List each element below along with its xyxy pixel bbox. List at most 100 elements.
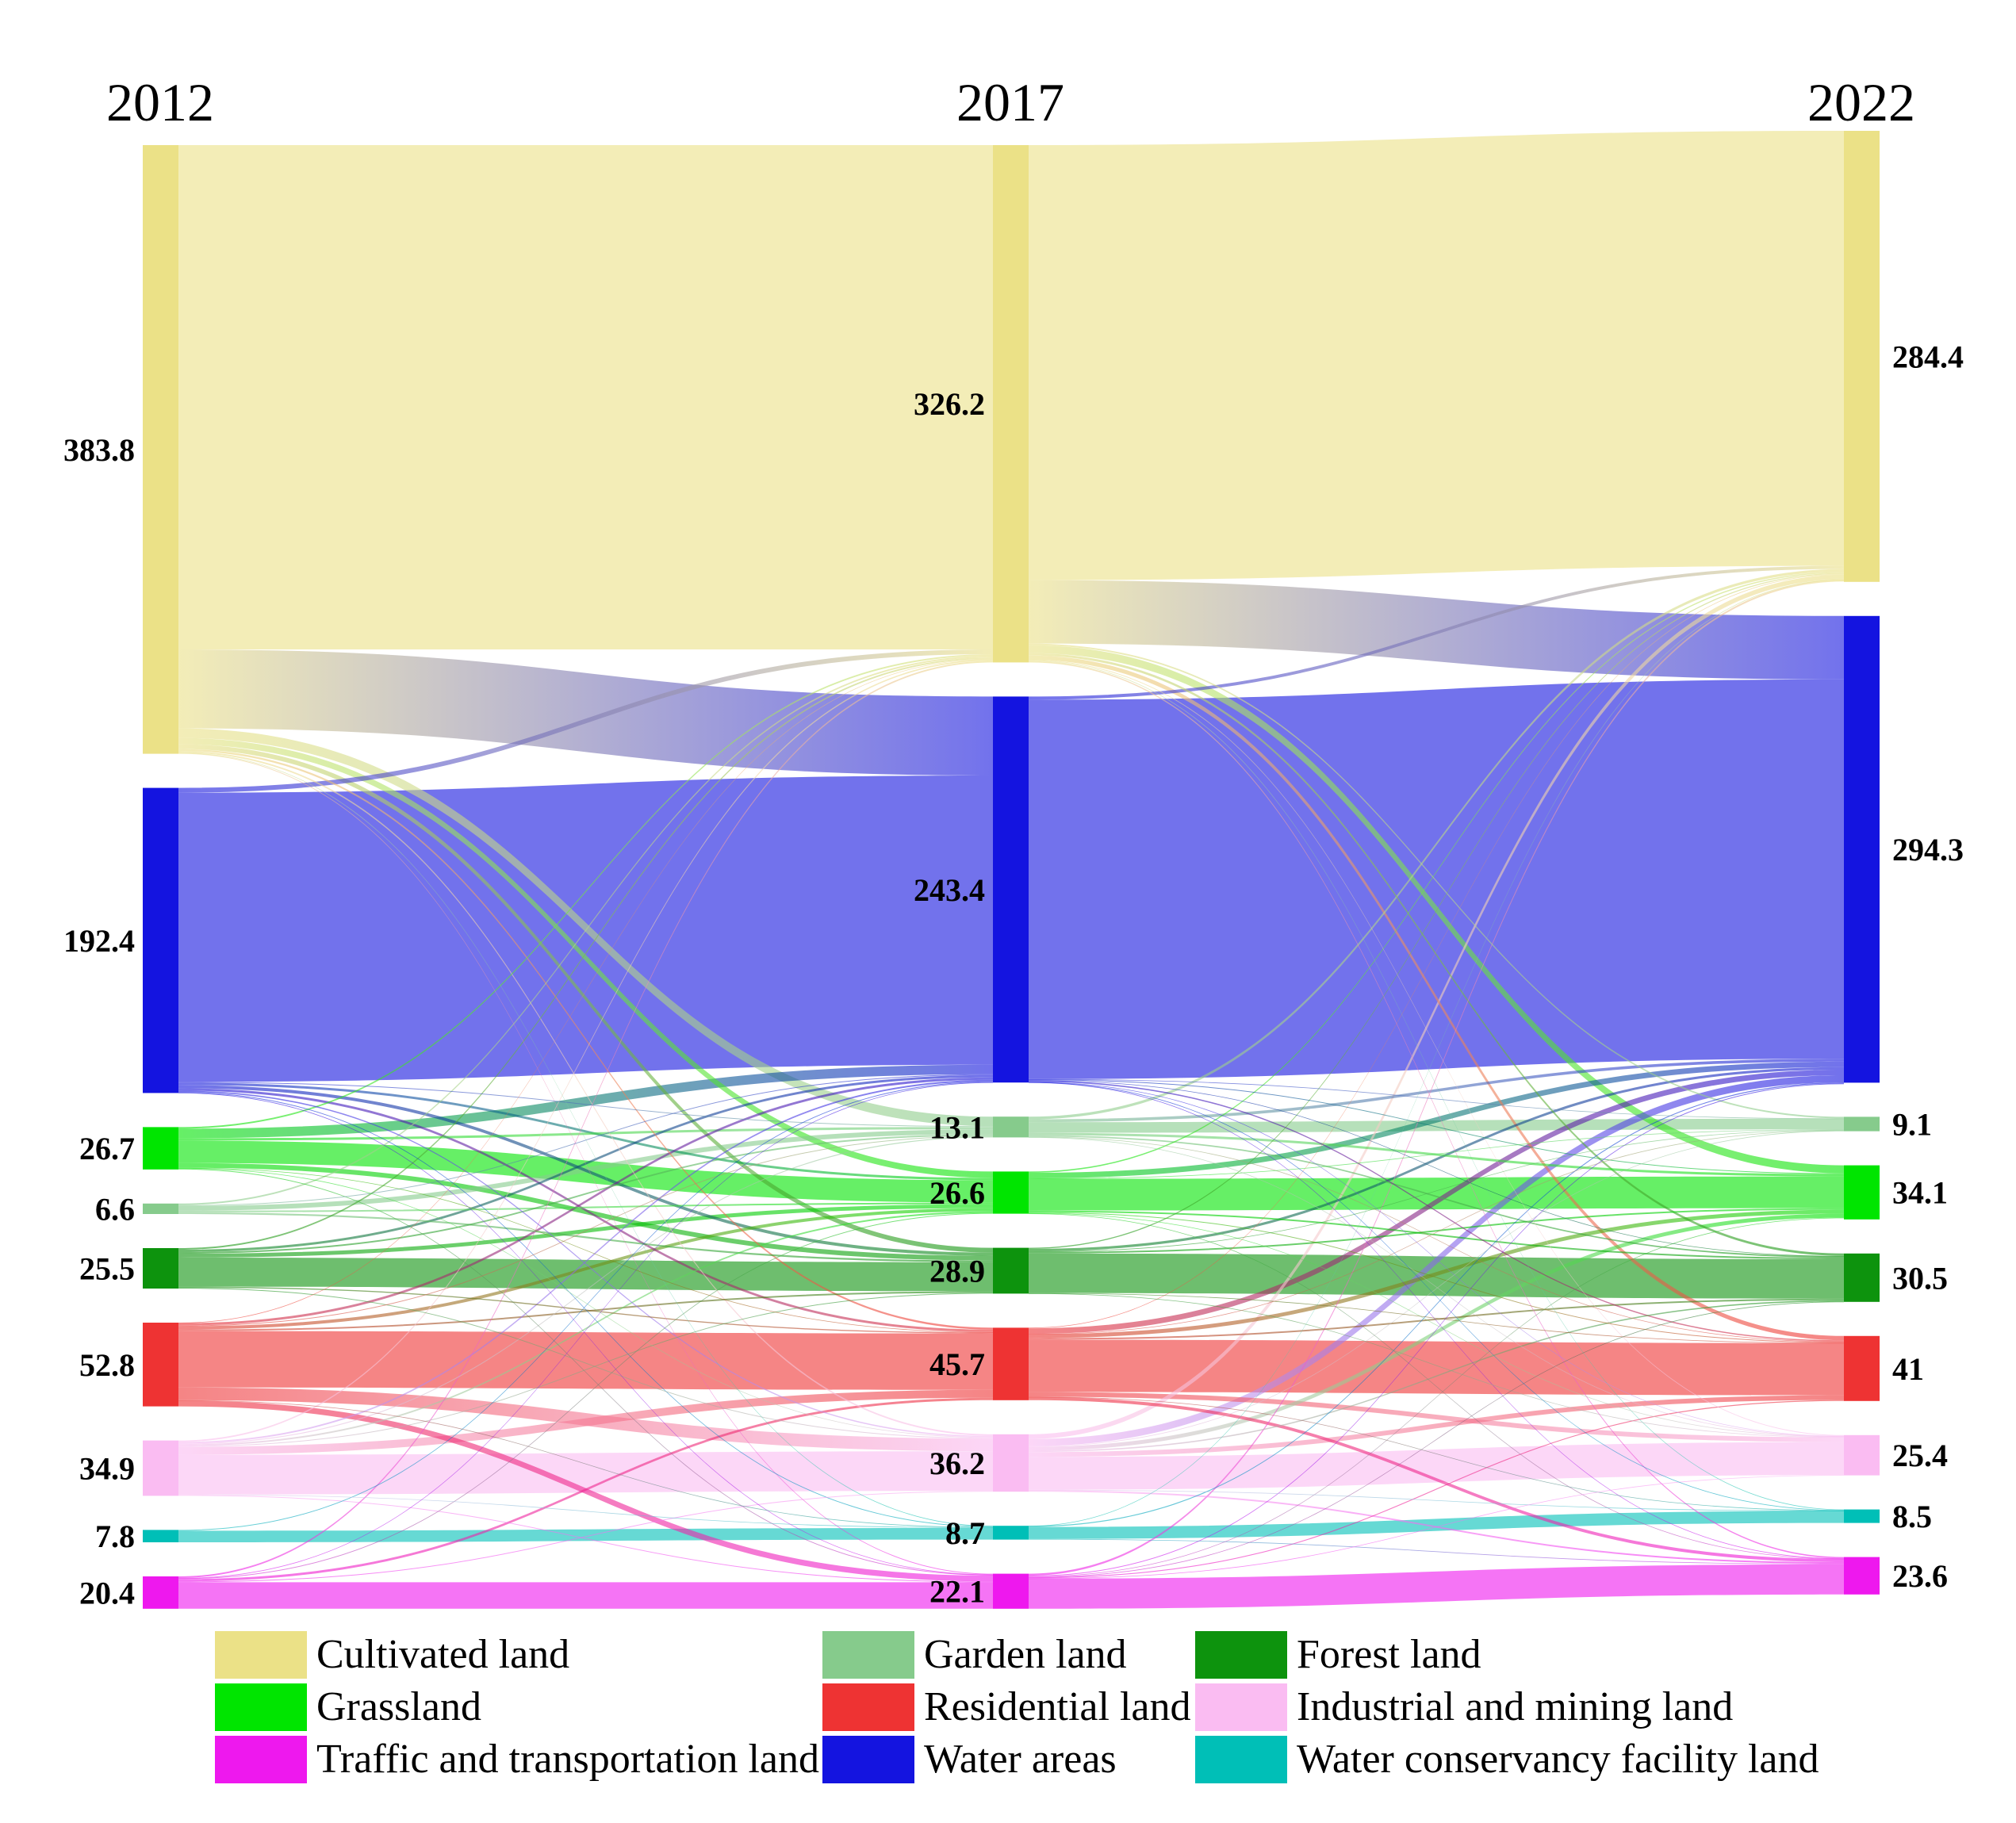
flow-2017-2022-RES-to-CUL (1029, 574, 1844, 1329)
flow-2012-2017-GAR-to-CUL (178, 656, 993, 1205)
node-2012-forest-land (143, 1248, 178, 1289)
flow-2012-2017-CUL-to-WCF (178, 753, 993, 1526)
flow-2017-2022-WCF-to-TRA (1029, 1538, 1844, 1564)
node-value-2017-grassland: 26.6 (929, 1175, 985, 1211)
flow-2017-2022-TRA-to-WAT (1029, 1083, 1844, 1576)
flow-2017-2022-WAT-to-WCF (1029, 1082, 1844, 1511)
flow-2012-2017-IND-to-WAT (178, 1079, 993, 1444)
flow-2012-2017-TRA-to-TRA (178, 1582, 993, 1609)
node-value-2022-industrial-and-mining-land: 25.4 (1892, 1438, 1948, 1473)
flow-2012-2017-CUL-to-IND (178, 751, 993, 1436)
node-2022-traffic-and-transportation-land (1844, 1557, 1880, 1595)
flow-ribbons (178, 131, 1844, 1609)
legend: Cultivated land Garden land Forest land … (215, 1631, 1819, 1783)
legend-label: Industrial and mining land (1297, 1684, 1733, 1729)
flow-2012-2017-IND-to-FOR (178, 1293, 993, 1447)
flow-2012-2017-RES-to-WAT (178, 1077, 993, 1326)
flow-2012-2017-TRA-to-CUL (178, 661, 993, 1578)
node-2017-cultivated-land (993, 145, 1029, 663)
node-value-2017-water-conservancy-facility-land: 8.7 (945, 1515, 985, 1551)
node-2017-forest-land (993, 1247, 1029, 1294)
legend-label: Garden land (924, 1632, 1127, 1677)
flow-2012-2017-GRA-to-TRA (178, 1168, 993, 1576)
flow-2017-2022-IND-to-FOR (1029, 1300, 1844, 1453)
node-value-2012-water-areas: 192.4 (63, 923, 135, 959)
legend-swatch-water-conservancy-facility-land (1195, 1736, 1287, 1783)
flow-2017-2022-GRA-to-FOR (1029, 1210, 1844, 1259)
node-2022-cultivated-land (1844, 131, 1880, 582)
legend-label: Grassland (316, 1684, 481, 1729)
flow-2012-2017-CUL-to-GAR (178, 728, 993, 1127)
flow-2012-2017-RES-to-GRA (178, 1208, 993, 1330)
flow-2017-2022-GAR-to-FOR (1029, 1135, 1844, 1258)
legend-item: Industrial and mining land (1195, 1683, 1733, 1731)
flow-2012-2017-RES-to-RES (178, 1331, 993, 1390)
node-2012-grassland (143, 1127, 178, 1170)
node-2022-water-conservancy-facility-land (1844, 1509, 1880, 1523)
node-2012-residential-land (143, 1323, 178, 1407)
flow-2017-2022-WAT-to-IND (1029, 1082, 1844, 1437)
flow-2012-2017-RES-to-GAR (178, 1136, 993, 1327)
flow-2017-2022-WAT-to-CUL (1029, 565, 1844, 700)
flow-2012-2017-IND-to-GRA (178, 1211, 993, 1446)
node-2017-water-areas (993, 696, 1029, 1083)
flow-2017-2022-RES-to-TRA (1029, 1396, 1844, 1562)
flow-2017-2022-CUL-to-IND (1029, 660, 1844, 1436)
flow-2017-2022-RES-to-FOR (1029, 1298, 1844, 1340)
node-2022-grassland (1844, 1165, 1880, 1220)
flow-2017-2022-CUL-to-TRA (1029, 661, 1844, 1559)
flow-2012-2017-WAT-to-TRA (178, 1093, 993, 1576)
node-value-2012-cultivated-land: 383.8 (63, 432, 135, 468)
node-2017-traffic-and-transportation-land (993, 1573, 1029, 1609)
flow-2017-2022-GRA-to-WAT (1029, 1061, 1844, 1178)
flow-2012-2017-TRA-to-IND (178, 1491, 993, 1583)
legend-label: Forest land (1297, 1632, 1481, 1677)
node-value-2022-garden-land: 9.1 (1892, 1107, 1932, 1143)
flow-2017-2022-WAT-to-FOR (1029, 1080, 1844, 1257)
flow-2017-2022-GAR-to-GRA (1029, 1132, 1844, 1177)
flow-2017-2022-GRA-to-RES (1029, 1212, 1844, 1343)
flow-2012-2017-RES-to-TRA (178, 1400, 993, 1582)
node-value-2012-garden-land: 6.6 (95, 1191, 135, 1227)
legend-label: Water areas (924, 1737, 1117, 1782)
flow-2017-2022-CUL-to-FOR (1029, 653, 1844, 1256)
flow-2017-2022-TRA-to-TRA (1029, 1564, 1844, 1609)
flow-2017-2022-WAT-to-GAR (1029, 1078, 1844, 1120)
flow-2017-2022-GAR-to-IND (1029, 1137, 1844, 1437)
node-value-2022-residential-land: 41 (1892, 1351, 1924, 1387)
flow-2017-2022-WCF-to-WAT (1029, 1082, 1844, 1527)
legend-item: Garden land (822, 1631, 1127, 1679)
flow-2012-2017-IND-to-TRA (178, 1495, 993, 1583)
flow-2017-2022-GAR-to-RES (1029, 1136, 1844, 1342)
flow-2012-2017-GRA-to-WAT (178, 1064, 993, 1139)
flow-2012-2017-IND-to-IND (178, 1451, 993, 1495)
flow-2017-2022-TRA-to-CUL (1029, 580, 1844, 1576)
flow-2012-2017-WAT-to-RES (178, 1088, 993, 1332)
node-value-2017-residential-land: 45.7 (929, 1346, 985, 1382)
flow-2012-2017-WAT-to-GAR (178, 1082, 993, 1128)
flow-2017-2022-IND-to-GRA (1029, 1213, 1844, 1451)
node-value-2012-traffic-and-transportation-land: 20.4 (79, 1575, 135, 1610)
flow-2012-2017-GAR-to-WAT (178, 1074, 993, 1206)
flow-2012-2017-GRA-to-RES (178, 1167, 993, 1333)
flow-2017-2022-FOR-to-CUL (1029, 573, 1844, 1249)
flow-2012-2017-GRA-to-CUL (178, 654, 993, 1129)
flow-2017-2022-FOR-to-GAR (1029, 1129, 1844, 1252)
node-value-2022-water-conservancy-facility-land: 8.5 (1892, 1499, 1932, 1534)
node-2012-industrial-and-mining-land (143, 1440, 178, 1496)
legend-item: Water areas (822, 1736, 1117, 1783)
flow-2017-2022-RES-to-WAT (1029, 1070, 1844, 1335)
flow-2017-2022-CUL-to-GAR (1029, 643, 1844, 1119)
node-bars (143, 131, 1880, 1609)
node-value-labels: 383.8 192.4 26.7 6.6 25.5 52.8 34.9 7.8 20.4 326.… (63, 339, 1964, 1610)
node-value-2022-forest-land: 30.5 (1892, 1260, 1948, 1296)
node-2012-cultivated-land (143, 145, 178, 754)
flow-2017-2022-GAR-to-GAR (1029, 1118, 1844, 1133)
flow-2012-2017-WAT-to-IND (178, 1090, 993, 1438)
flow-2017-2022-FOR-to-WAT (1029, 1067, 1844, 1252)
legend-swatch-grassland (215, 1683, 307, 1731)
flow-2017-2022-IND-to-CUL (1029, 574, 1844, 1439)
flow-2017-2022-IND-to-WAT (1029, 1075, 1844, 1446)
